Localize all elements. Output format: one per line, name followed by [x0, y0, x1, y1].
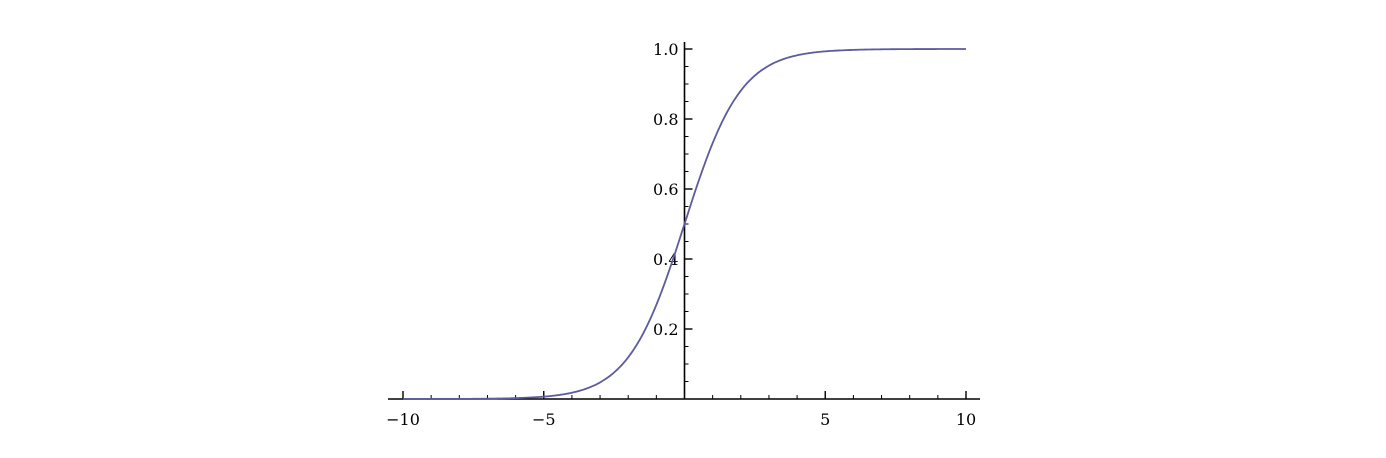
x-tick-label: 5 — [820, 410, 830, 429]
y-tick-label: 1.0 — [653, 40, 678, 59]
axes: −10 −5 5 100.20.40.60.81.0 — [386, 40, 980, 429]
y-tick-label: 0.2 — [653, 320, 678, 339]
series-line-0 — [403, 48, 966, 400]
x-tick-label: 10 — [956, 410, 976, 429]
y-tick-label: 0.6 — [653, 180, 678, 199]
x-tick-label: −10 — [386, 410, 420, 429]
curve-layer — [403, 48, 966, 400]
y-tick-label: 0.8 — [653, 110, 678, 129]
x-tick-label: −5 — [532, 410, 556, 429]
